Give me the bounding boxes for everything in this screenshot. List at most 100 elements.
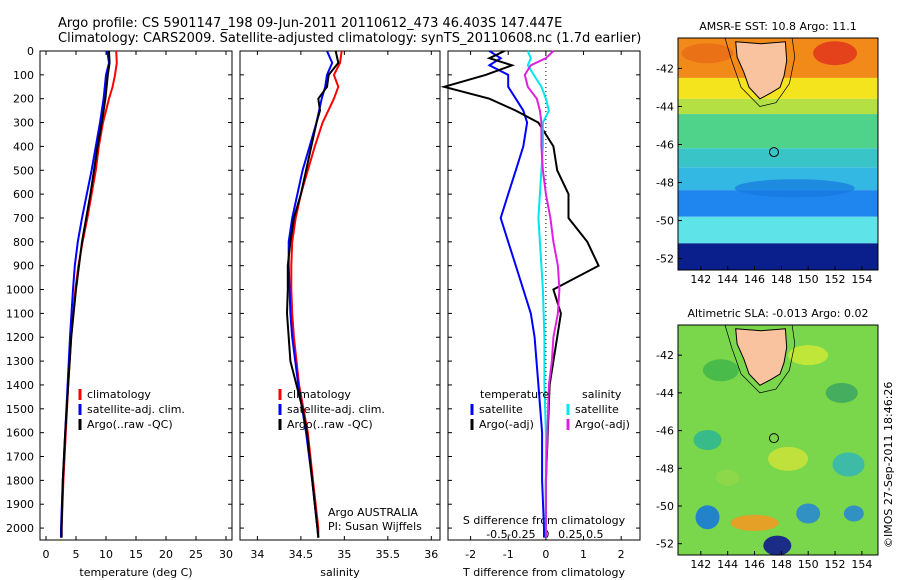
map-y-tick-label: -46 [656,138,674,151]
map-frame [677,324,879,556]
map-y-tick-label: -48 [656,462,674,475]
x-axis-label: temperature (deg C) [79,566,192,579]
argo-location-marker [768,147,779,158]
sst-band [678,243,878,270]
y-tick-label: 200 [13,93,34,106]
map-y-tick-label: -42 [656,62,674,75]
x-tick-label: 20 [159,548,173,561]
map-x-tick-label: 150 [798,558,819,571]
map-frame [677,37,879,271]
warm-anomaly [681,43,734,64]
map-y-tick-label: -48 [656,177,674,190]
y-tick-label: 1400 [6,379,34,392]
shelf-contour [724,324,796,394]
sla-feature [843,505,864,522]
map-x-tick-label: 142 [690,273,711,286]
plot-frame [239,50,441,541]
secondary-tick-label: 0.5 [586,528,604,541]
y-tick-label: 1300 [6,355,34,368]
map-y-tick-label: -52 [656,538,674,551]
sst-band [678,98,878,115]
series-salinity-satellite [526,50,550,538]
x-tick-label: 34.5 [289,548,314,561]
plot-frame [447,50,641,541]
x-tick-label: 0 [43,548,50,561]
map-y-tick-label: -44 [656,100,674,113]
legend-label: Argo(..raw -QC) [87,418,173,431]
y-tick-label: 400 [13,140,34,153]
y-tick-label: 2000 [6,522,34,535]
series-temperature-satellite [487,50,545,538]
sla-feature [693,430,722,450]
series-temperature-argo-adj- [440,50,600,538]
y-tick-label: 1700 [6,451,34,464]
sst-band [678,216,878,244]
y-tick-label: 0 [27,45,34,58]
map-x-tick-label: 146 [744,273,765,286]
sla-feature [763,535,792,556]
x-tick-label: 35 [337,548,351,561]
y-tick-label: 300 [13,117,34,130]
plot-frame [39,50,233,541]
sla-feature [825,382,858,403]
header-line-1: Argo profile: CS 5901147_198 09-Jun-2011… [58,16,562,31]
tasmania-landmass [735,41,788,100]
cool-band [734,179,855,198]
map-y-tick-label: -50 [656,500,674,513]
y-tick-label: 1600 [6,427,34,440]
x-tick-label: 10 [99,548,113,561]
series-argo-raw-qc- [60,50,111,538]
tasmania-landmass [735,328,788,386]
y-tick-label: 800 [13,236,34,249]
sst-band [678,114,878,149]
map-x-tick-label: 154 [851,558,872,571]
legend-label: satellite-adj. clim. [87,403,185,416]
map-x-tick-label: 142 [690,558,711,571]
map-x-tick-label: 144 [717,558,738,571]
sla-feature [730,514,779,531]
sst-band [678,148,878,168]
y-tick-label: 1100 [6,307,34,320]
series-argo-raw-qc- [285,50,340,538]
y-tick-label: 1500 [6,403,34,416]
legend-heading-temperature: temperature [480,388,549,401]
sla-feature [695,505,720,530]
series-climatology [60,50,118,538]
sla-feature [702,359,739,382]
map-x-tick-label: 148 [771,273,792,286]
map-y-tick-label: -46 [656,425,674,438]
x-tick-label: 34 [250,548,264,561]
secondary-tick-label: -0.25 [507,528,535,541]
sla-feature [768,446,809,471]
map-x-tick-label: 152 [825,558,846,571]
x-tick-label: 2 [618,548,625,561]
x-axis-label: T difference from climatology [462,566,625,579]
x-axis-label: salinity [320,566,360,579]
sla-map-panel: Altimetric SLA: -0.013 Argo: 0.02 142 144 1… [656,307,879,571]
x-tick-label: -1 [503,548,514,561]
map-y-tick-label: -42 [656,349,674,362]
map-y-tick-label: -50 [656,215,674,228]
imos-watermark: ©IMOS 27-Sep-2011 18:46:26 [882,382,895,548]
header-line-2: Climatology: CARS2009. Satellite-adjuste… [58,31,641,46]
secondary-tick-label: -0.5 [486,528,507,541]
map-x-tick-label: 146 [744,558,765,571]
legend-label: Argo(-adj) [575,418,630,431]
sla-feature [788,345,829,366]
secondary-tick-label: 0.25 [558,528,583,541]
shelf-contour [724,37,796,107]
pi-label: PI: Susan Wijffels [328,520,422,533]
warm-anomaly [813,41,858,66]
y-tick-label: 700 [13,212,34,225]
y-tick-label: 900 [13,260,34,273]
legend-label: satellite-adj. clim. [287,403,385,416]
map-title: Altimetric SLA: -0.013 Argo: 0.02 [688,307,869,320]
x-tick-label: 1 [580,548,587,561]
y-tick-label: 1900 [6,498,34,511]
legend-label: climatology [87,388,151,401]
x-tick-label: 25 [189,548,203,561]
map-x-tick-label: 148 [771,558,792,571]
map-x-tick-label: 152 [825,273,846,286]
